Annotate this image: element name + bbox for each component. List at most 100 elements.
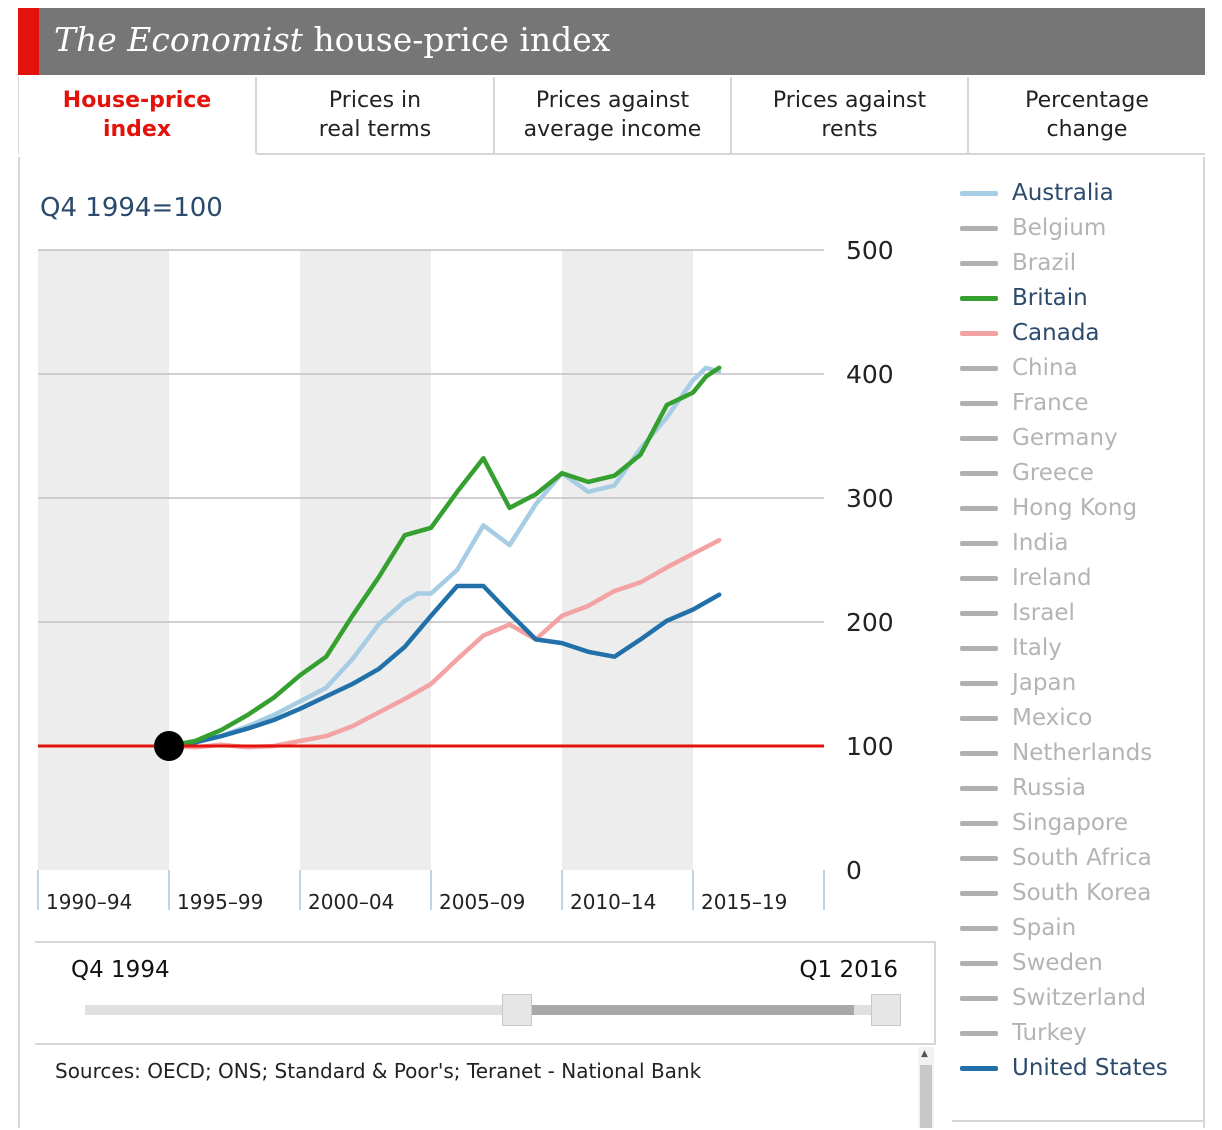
series-line-britain [166, 365, 722, 749]
legend-item-singapore[interactable]: Singapore [960, 808, 1200, 838]
legend-label: Germany [1012, 425, 1118, 451]
legend-swatch [960, 855, 998, 861]
legend-label: Sweden [1012, 950, 1103, 976]
legend-swatch [960, 680, 998, 686]
legend-label: South Korea [1012, 880, 1152, 906]
content-panel [18, 157, 1205, 1128]
slider-end-label: Q1 2016 [799, 957, 898, 983]
legend-item-mexico[interactable]: Mexico [960, 703, 1200, 733]
legend-item-netherlands[interactable]: Netherlands [960, 738, 1200, 768]
legend-label: China [1012, 355, 1078, 381]
tab-bar: House-price index Prices in real terms P… [18, 77, 1205, 157]
legend-swatch [960, 1030, 998, 1036]
legend-item-israel[interactable]: Israel [960, 598, 1200, 628]
slider-start-label: Q4 1994 [71, 957, 170, 983]
legend-swatch [960, 820, 998, 826]
legend-swatch [960, 645, 998, 651]
legend-swatch [960, 400, 998, 406]
legend-label: Japan [1012, 670, 1077, 696]
period-band [300, 250, 431, 870]
y-tick-label: 100 [846, 732, 894, 761]
tab-house-price-index[interactable]: House-price index [18, 77, 257, 155]
legend-label: Mexico [1012, 705, 1093, 731]
legend-item-turkey[interactable]: Turkey [960, 1018, 1200, 1048]
legend-label: Canada [1012, 320, 1100, 346]
x-tick-label: 2010–14 [570, 890, 656, 914]
legend-item-sweden[interactable]: Sweden [960, 948, 1200, 978]
tab-against-income[interactable]: Prices against average income [495, 77, 732, 155]
legend-swatch [960, 435, 998, 441]
legend-swatch [960, 260, 998, 266]
legend-item-italy[interactable]: Italy [960, 633, 1200, 663]
x-tick-label: 1995–99 [177, 890, 263, 914]
legend-label: Spain [1012, 915, 1077, 941]
period-band [38, 250, 169, 870]
legend-item-china[interactable]: China [960, 353, 1200, 383]
legend-swatch [960, 960, 998, 966]
x-tick-label: 2000–04 [308, 890, 394, 914]
legend-swatch [960, 995, 998, 1001]
y-tick-label: 400 [846, 360, 894, 389]
period-band [562, 250, 693, 870]
legend-item-canada[interactable]: Canada [960, 318, 1200, 348]
brand-accent-bar [18, 8, 39, 75]
date-range-slider: Q4 1994 Q1 2016 [35, 941, 936, 1045]
legend-swatch [960, 610, 998, 616]
legend-item-india[interactable]: India [960, 528, 1200, 558]
slider-selected-range [516, 1005, 854, 1015]
legend-swatch [960, 925, 998, 931]
legend-swatch [960, 785, 998, 791]
legend-label: Australia [1012, 180, 1114, 206]
legend-swatch [960, 330, 998, 336]
legend-item-greece[interactable]: Greece [960, 458, 1200, 488]
series-line-united-states [166, 583, 722, 749]
legend-swatch [960, 470, 998, 476]
legend-label: Switzerland [1012, 985, 1147, 1011]
scrollbar-thumb[interactable] [920, 1065, 932, 1128]
base-point-marker [154, 731, 184, 761]
tab-percentage-change[interactable]: Percentage change [969, 77, 1205, 155]
legend-item-brazil[interactable]: Brazil [960, 248, 1200, 278]
slider-start-handle[interactable] [502, 994, 532, 1026]
x-tick-label: 1990–94 [46, 890, 132, 914]
legend-item-france[interactable]: France [960, 388, 1200, 418]
legend-item-britain[interactable]: Britain [960, 283, 1200, 313]
legend-item-south-korea[interactable]: South Korea [960, 878, 1200, 908]
legend-label: Hong Kong [1012, 495, 1138, 521]
title-italic: The Economist [54, 20, 303, 59]
legend-item-switzerland[interactable]: Switzerland [960, 983, 1200, 1013]
scroll-up-icon[interactable]: ▲ [921, 1049, 928, 1059]
legend-swatch [960, 715, 998, 721]
x-tick-label: 2005–09 [439, 890, 525, 914]
legend-item-russia[interactable]: Russia [960, 773, 1200, 803]
legend-item-australia[interactable]: Australia [960, 178, 1200, 208]
tab-real-terms[interactable]: Prices in real terms [257, 77, 495, 155]
legend-swatch [960, 225, 998, 231]
legend-item-united-states[interactable]: United States [960, 1053, 1200, 1083]
legend-label: India [1012, 530, 1069, 556]
legend-item-spain[interactable]: Spain [960, 913, 1200, 943]
legend-label: United States [1012, 1055, 1168, 1081]
tab-against-rents[interactable]: Prices against rents [732, 77, 969, 155]
legend-item-japan[interactable]: Japan [960, 668, 1200, 698]
slider-track[interactable] [85, 1005, 901, 1015]
legend-item-hong-kong[interactable]: Hong Kong [960, 493, 1200, 523]
legend-item-germany[interactable]: Germany [960, 423, 1200, 453]
legend-swatch [960, 890, 998, 896]
slider-end-handle[interactable] [871, 994, 901, 1026]
legend-label: Netherlands [1012, 740, 1153, 766]
legend-label: Ireland [1012, 565, 1092, 591]
legend-swatch [960, 365, 998, 371]
legend-item-ireland[interactable]: Ireland [960, 563, 1200, 593]
legend-label: France [1012, 390, 1089, 416]
y-tick-label: 200 [846, 608, 894, 637]
legend-label: Israel [1012, 600, 1075, 626]
legend-label: Italy [1012, 635, 1062, 661]
legend-label: Russia [1012, 775, 1086, 801]
legend-item-south-africa[interactable]: South Africa [960, 843, 1200, 873]
title-rest: house-price index [313, 20, 611, 59]
sources-scrollbar[interactable]: ▲ [918, 1047, 934, 1128]
title-bar: The Economist house-price index [18, 8, 1205, 75]
legend-item-belgium[interactable]: Belgium [960, 213, 1200, 243]
legend-label: Turkey [1012, 1020, 1087, 1046]
